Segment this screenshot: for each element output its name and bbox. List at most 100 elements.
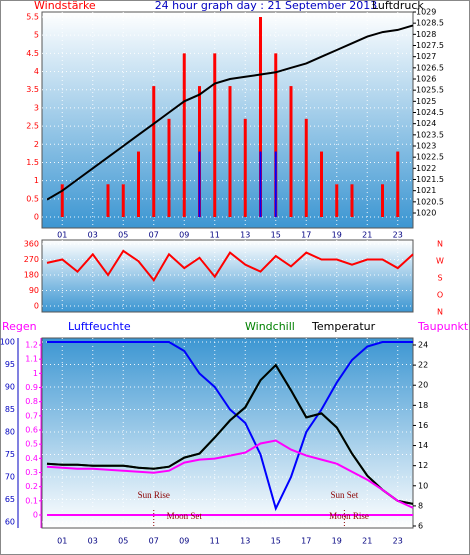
y2-tick-label: 1023.5 [416, 130, 444, 139]
legend-label: Regen [2, 320, 37, 333]
x-tick-label: 03 [88, 231, 98, 240]
y-tick-label: 80 [5, 428, 15, 437]
panel-wind [41, 11, 414, 229]
x-tick-label: 23 [393, 537, 403, 546]
y-tick-label: 85 [5, 405, 15, 414]
y2-tick-label: 1028 [416, 30, 436, 39]
compass-label: N [437, 308, 443, 317]
y2-tick-label: 1023 [416, 142, 436, 151]
panel-climate [41, 337, 414, 529]
y3-tick-label: 0.4 [25, 454, 38, 463]
compass-label: W [436, 257, 444, 266]
legend-label: Temperatur [311, 320, 376, 333]
bar [289, 86, 293, 217]
x-tick-label: 03 [88, 537, 98, 546]
bar [381, 184, 384, 217]
bar [167, 118, 171, 217]
y3-tick-label: 0.1 [25, 496, 38, 505]
legend-label: Taupunkt [417, 320, 469, 333]
y2-tick-label: 1027.5 [416, 41, 444, 50]
y-tick-label: 360 [24, 240, 39, 249]
y-tick-label: 5.5 [26, 13, 39, 22]
bar [304, 118, 308, 217]
series-line [46, 363, 414, 505]
y3-tick-label: 0.2 [25, 482, 38, 491]
bar [60, 184, 64, 217]
series-line [47, 341, 413, 512]
bar [182, 53, 186, 218]
y2-tick-label: 12 [418, 461, 428, 470]
y-tick-label: 0 [34, 213, 39, 222]
y3-tick-label: 1.2 [25, 341, 38, 350]
y-tick-label: 2 [34, 140, 39, 149]
y-tick-label: 0.5 [26, 194, 39, 203]
y-tick-label: 4 [34, 67, 39, 76]
x-tick-label: 09 [179, 231, 189, 240]
y-tick-label: 70 [5, 473, 15, 482]
bar [259, 151, 262, 217]
y2-tick-label: 1022 [416, 164, 436, 173]
x-tick-label: 07 [149, 231, 159, 240]
y2-tick-label: 1021.5 [416, 175, 444, 184]
bar [198, 151, 201, 217]
series-line [46, 439, 414, 509]
y2-tick-label: 16 [418, 421, 428, 430]
legend-label: Windstärke [34, 0, 96, 12]
y3-tick-label: 0 [33, 511, 38, 520]
y2-tick-label: 22 [418, 361, 428, 370]
x-tick-label: 11 [210, 537, 220, 546]
y2-tick-label: 20 [418, 381, 428, 390]
x-tick-label: 17 [301, 231, 311, 240]
x-tick-label: 01 [57, 537, 67, 546]
y3-tick-label: 0.9 [25, 383, 38, 392]
bar [106, 184, 110, 217]
x-tick-label: 09 [179, 537, 189, 546]
y2-tick-label: 10 [418, 481, 428, 490]
x-tick-label: 19 [332, 231, 342, 240]
y2-tick-label: 8 [418, 501, 423, 510]
y2-tick-label: 1020 [416, 209, 436, 218]
bar [274, 53, 278, 218]
y-tick-label: 4.5 [26, 49, 39, 58]
x-tick-label: 05 [118, 231, 128, 240]
y3-tick-label: 1 [33, 369, 38, 378]
y-tick-label: 3.5 [26, 85, 39, 94]
legend-label: Luftdruck [372, 0, 424, 12]
bar [320, 151, 323, 217]
annotation: Sun Set [330, 490, 358, 500]
x-tick-label: 21 [362, 231, 372, 240]
series-line [46, 24, 414, 201]
compass-label: S [437, 274, 442, 283]
y2-tick-label: 14 [418, 441, 428, 450]
bar [350, 184, 354, 217]
bar [259, 17, 262, 217]
compass-label: O [437, 291, 443, 300]
x-tick-label: 11 [210, 231, 220, 240]
x-tick-label: 05 [118, 537, 128, 546]
y-tick-label: 100 [0, 338, 15, 347]
legend-label: Windchill [245, 320, 295, 333]
x-tick-label: 01 [57, 231, 67, 240]
bar [137, 151, 140, 217]
y2-tick-label: 1027 [416, 52, 436, 61]
bar [121, 184, 125, 217]
y2-tick-label: 24 [418, 341, 428, 350]
bar [228, 86, 232, 217]
x-tick-label: 13 [240, 231, 250, 240]
compass-label: N [437, 240, 443, 249]
y3-tick-label: 0.7 [25, 411, 38, 420]
y2-tick-label: 1025.5 [416, 86, 444, 95]
y2-tick-label: 1025 [416, 97, 436, 106]
bar [396, 151, 400, 217]
y-tick-label: 90 [5, 383, 15, 392]
y2-tick-label: 1026 [416, 75, 436, 84]
x-tick-label: 17 [301, 537, 311, 546]
bar [274, 151, 277, 217]
annotation: Sun Rise [138, 490, 170, 500]
y-tick-label: 5 [34, 31, 39, 40]
y-tick-label: 65 [5, 495, 15, 504]
y2-tick-label: 1021 [416, 186, 436, 195]
x-tick-label: 23 [393, 231, 403, 240]
y-tick-label: 3 [34, 103, 39, 112]
y-tick-label: 270 [24, 255, 39, 264]
